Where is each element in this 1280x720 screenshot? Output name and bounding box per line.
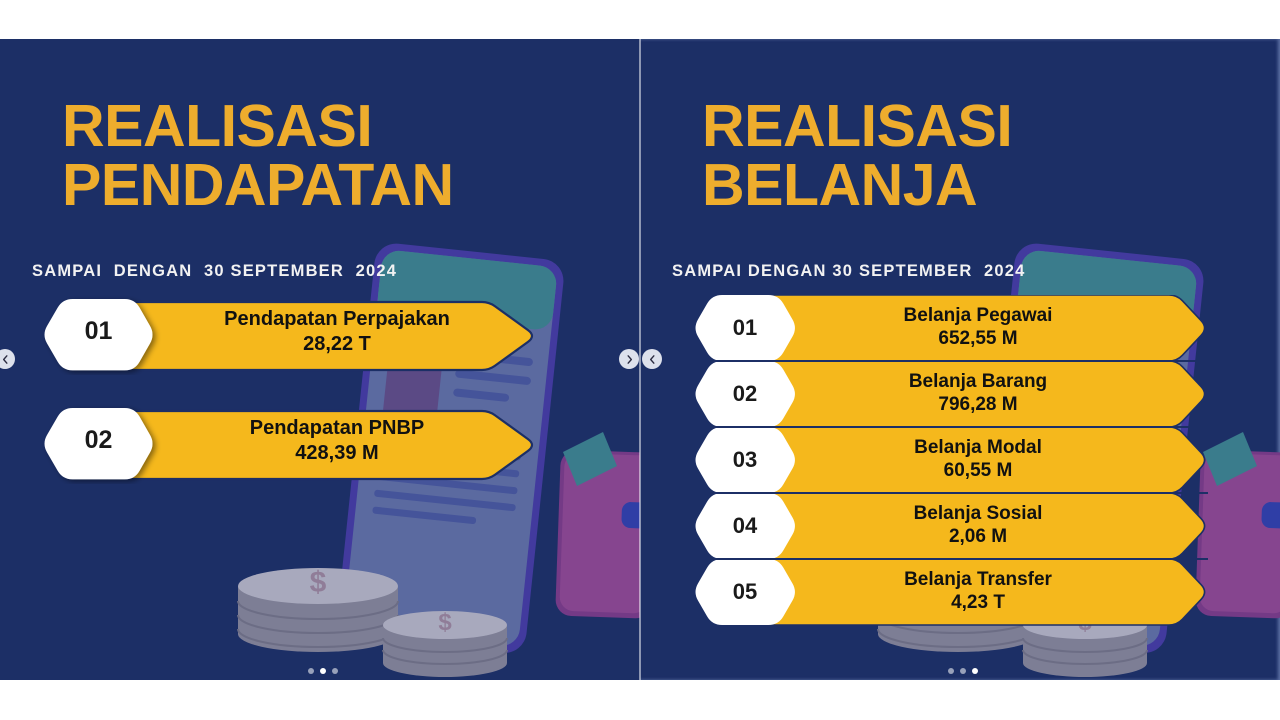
svg-text:$: $ (310, 566, 327, 599)
svg-text:$: $ (438, 609, 452, 636)
